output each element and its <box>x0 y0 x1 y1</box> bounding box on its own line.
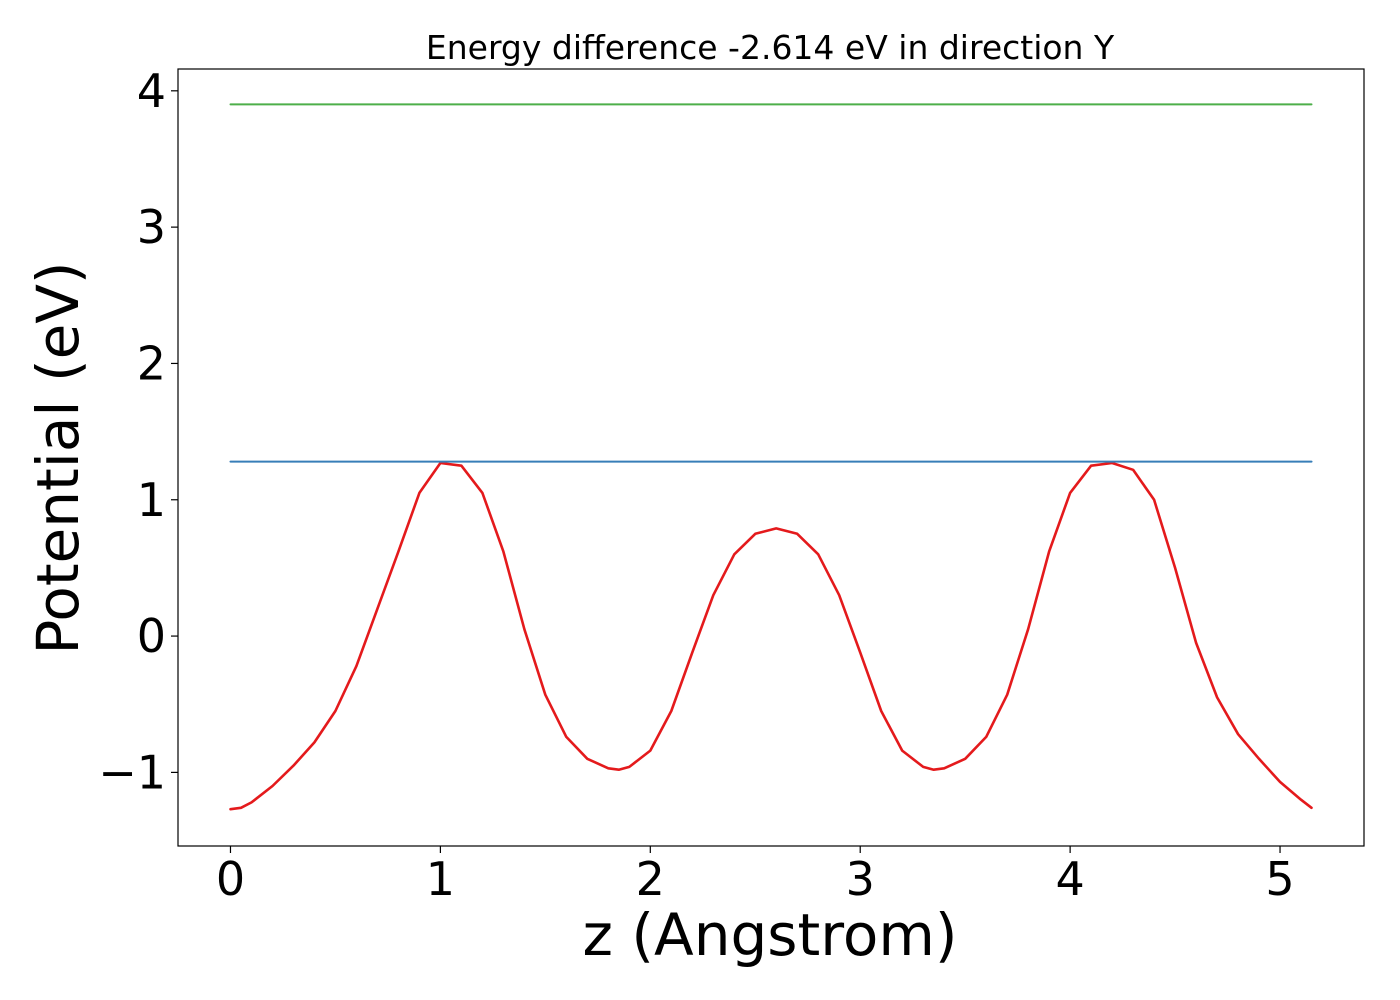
x-axis: 0 1 2 3 4 5 <box>216 846 1295 906</box>
y-axis-label: Potential (eV) <box>24 261 92 654</box>
chart-title: Energy difference -2.614 eV in direction… <box>426 28 1115 67</box>
x-tick-label: 3 <box>846 852 875 906</box>
x-tick-label: 1 <box>426 852 455 906</box>
y-tick-label: 0 <box>137 609 166 663</box>
y-tick-label: 3 <box>137 200 166 254</box>
plot-area <box>177 68 1365 847</box>
x-tick-label: 2 <box>636 852 665 906</box>
y-axis: −1 0 1 2 3 4 <box>98 64 178 799</box>
plot-frame <box>177 68 1365 847</box>
x-axis-label: z (Angstrom) <box>583 901 958 969</box>
x-tick-label: 4 <box>1055 852 1084 906</box>
y-tick-label: −1 <box>98 745 166 799</box>
y-tick-label: 2 <box>137 336 166 390</box>
x-tick-label: 0 <box>216 852 245 906</box>
series-line-1 <box>229 461 1313 811</box>
x-tick-label: 5 <box>1265 852 1294 906</box>
series-layer <box>229 103 1313 811</box>
y-tick-label: 4 <box>137 64 166 118</box>
y-tick-label: 1 <box>137 473 166 527</box>
